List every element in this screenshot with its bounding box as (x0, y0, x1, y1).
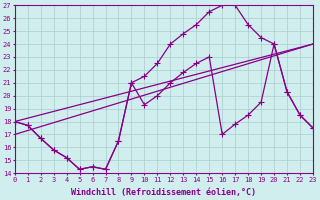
X-axis label: Windchill (Refroidissement éolien,°C): Windchill (Refroidissement éolien,°C) (71, 188, 256, 197)
